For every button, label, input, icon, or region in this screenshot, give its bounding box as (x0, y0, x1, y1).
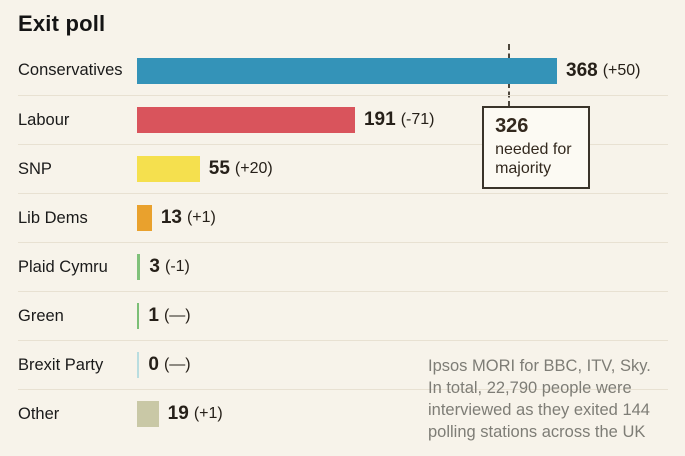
seat-change: (—) (163, 307, 191, 324)
party-label: Green (18, 306, 64, 325)
majority-label: needed for majority (495, 141, 572, 178)
chart-row: Brexit Party 0 (—) (18, 340, 668, 389)
seat-count: 368 (566, 59, 598, 81)
seat-change: (—) (163, 356, 191, 373)
seat-change: (+1) (193, 405, 223, 422)
chart-row: Labour 191 (-71) (18, 95, 668, 144)
party-bar (137, 107, 355, 133)
seat-count: 0 (148, 354, 159, 375)
seat-count: 191 (363, 109, 396, 130)
source-line: In total, 22,790 people were (428, 378, 632, 397)
seat-change: (+1) (186, 209, 216, 226)
seat-count: 19 (167, 403, 189, 424)
party-bar (137, 254, 141, 280)
chart-row: Conservatives 368 (+50) (18, 46, 668, 95)
seat-change: (-1) (165, 258, 190, 275)
party-label: Conservatives (18, 61, 123, 79)
chart-row: SNP 55 (+20) (18, 144, 668, 193)
chart-row: Plaid Cymru 3 (-1) (18, 242, 668, 291)
seat-change: (+50) (602, 61, 641, 79)
seat-count: 1 (148, 305, 159, 326)
party-label: Labour (18, 110, 70, 129)
chart-row: Other 19 (+1) (18, 389, 668, 438)
chart-row: Lib Dems 13 (+1) (18, 193, 668, 242)
party-bar (137, 303, 140, 329)
seat-change: (-71) (400, 111, 435, 128)
party-label: Other (18, 404, 60, 423)
party-bar (137, 156, 200, 182)
party-label: Plaid Cymru (18, 257, 108, 276)
party-label: Lib Dems (18, 208, 88, 227)
page-title: Exit poll (18, 11, 106, 36)
source-line: polling stations across the UK (428, 422, 646, 441)
party-bar (137, 57, 557, 84)
seat-count: 3 (149, 256, 160, 277)
party-bar (137, 352, 140, 378)
seat-count: 13 (160, 207, 182, 228)
party-bar (137, 401, 159, 427)
party-label: SNP (18, 159, 52, 178)
party-bar (137, 205, 152, 231)
seat-count: 55 (208, 158, 230, 179)
majority-annotation-box: 326 needed for majority (482, 106, 591, 190)
majority-value: 326 (495, 115, 529, 137)
bar-chart: Conservatives 368 (+50) Labour 191 (-71) SNP 55… (18, 46, 668, 438)
source-line: Ipsos MORI for BBC, ITV, Sky. (428, 357, 651, 375)
party-label: Brexit Party (18, 355, 104, 374)
source-note: Ipsos MORI for BBC, ITV, Sky. In total, 2… (428, 356, 678, 444)
seat-change: (+20) (234, 160, 273, 177)
source-line: interviewed as they exited 144 (428, 400, 650, 419)
chart-row: Green 1 (—) (18, 291, 668, 340)
